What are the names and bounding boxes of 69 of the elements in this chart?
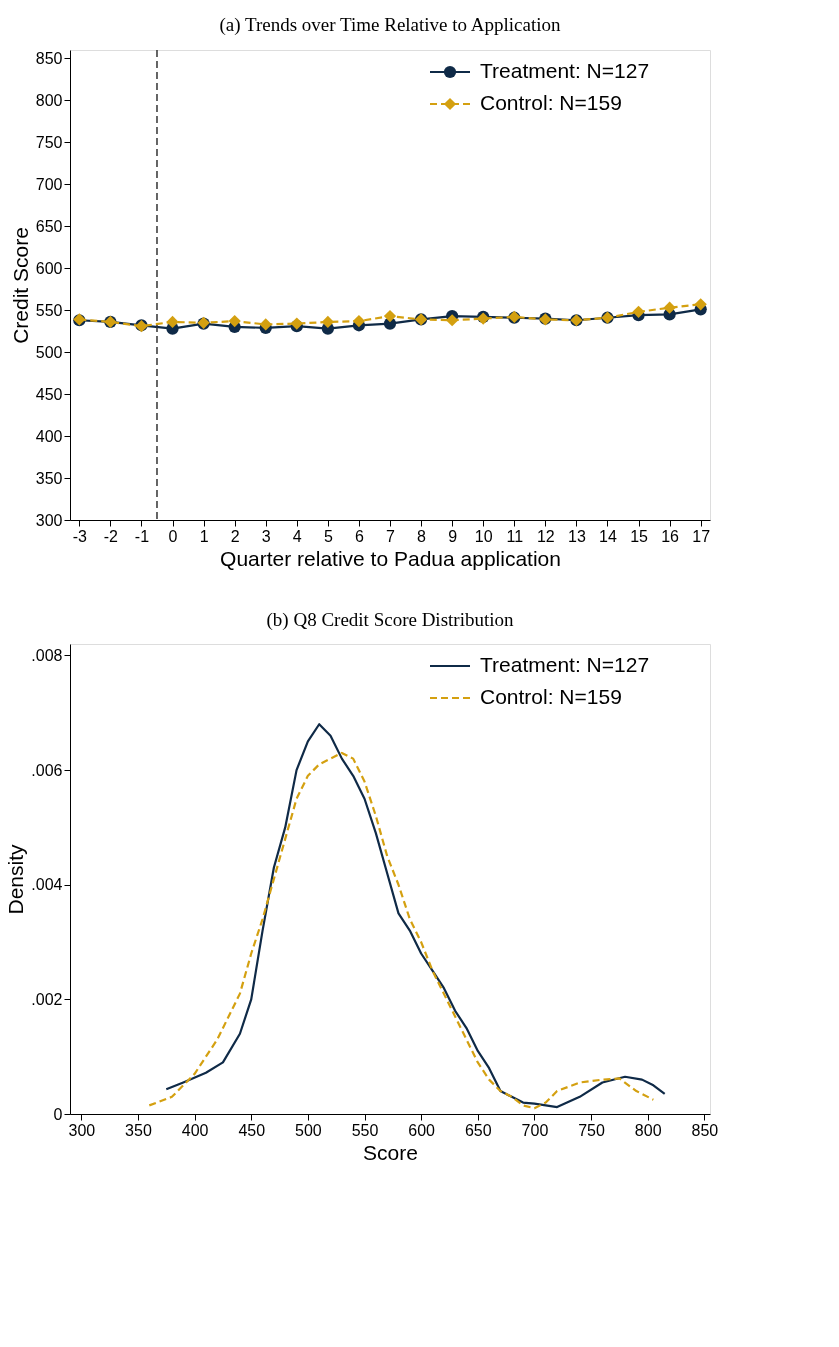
y-axis-title: Density <box>4 843 28 915</box>
x-tick-label: 16 <box>661 527 680 545</box>
y-tick-label: 300 <box>35 511 63 529</box>
x-tick-label: 10 <box>474 527 493 545</box>
x-axis-title: Score <box>363 1140 418 1164</box>
point <box>166 315 179 329</box>
x-tick-label: 800 <box>634 1121 662 1139</box>
legend-label: Treatment: N=127 <box>480 653 650 676</box>
x-tick-label: 11 <box>506 527 524 545</box>
legend-label: Control: N=159 <box>480 91 622 114</box>
point <box>352 314 366 328</box>
point <box>321 315 334 329</box>
point <box>228 314 241 328</box>
y-tick-label: 350 <box>35 469 63 487</box>
point <box>383 309 397 323</box>
x-tick-label: 15 <box>630 527 649 545</box>
x-tick-label: 500 <box>295 1121 322 1139</box>
point <box>694 298 707 311</box>
x-tick-label: 14 <box>599 527 617 545</box>
y-tick-label: 750 <box>35 133 63 151</box>
x-tick-label: 750 <box>578 1121 606 1139</box>
y-tick-label: 450 <box>35 385 63 403</box>
y-tick-label: 600 <box>35 259 63 277</box>
x-tick-label: 6 <box>354 527 364 545</box>
y-tick-label: 800 <box>35 91 63 109</box>
x-tick-label: 9 <box>448 527 458 545</box>
y-tick-label: .008 <box>31 646 63 664</box>
x-tick-label: 3 <box>261 527 271 545</box>
x-tick-label: 600 <box>408 1121 436 1139</box>
x-tick-label: 12 <box>536 527 555 545</box>
chart-title: (a) Trends over Time Relative to Application <box>219 14 561 37</box>
y-tick-label: 650 <box>35 217 63 235</box>
x-tick-label: 1 <box>199 527 209 545</box>
legend-label: Treatment: N=127 <box>480 59 650 82</box>
x-tick-label: 7 <box>386 527 396 545</box>
x-tick-label: 450 <box>238 1121 266 1139</box>
point <box>632 305 645 318</box>
x-tick-label: -1 <box>134 527 150 545</box>
y-tick-label: .002 <box>31 990 63 1008</box>
x-tick-label: 700 <box>521 1121 549 1139</box>
x-axis-title: Quarter relative to Padua application <box>220 546 561 570</box>
y-tick-label: .006 <box>31 761 63 779</box>
x-tick-label: 4 <box>292 527 302 545</box>
chart-title: (b) Q8 Credit Score Distribution <box>266 609 514 631</box>
x-tick-label: 13 <box>568 527 586 545</box>
y-axis-title: Credit Score <box>8 227 32 344</box>
x-tick-label: 17 <box>692 527 711 545</box>
y-tick-label: .004 <box>31 876 63 894</box>
y-tick-label: 500 <box>35 343 63 361</box>
y-tick-label: 700 <box>35 175 63 193</box>
x-tick-label: -3 <box>72 527 88 545</box>
y-tick-label: 850 <box>35 49 63 67</box>
point <box>446 314 459 327</box>
x-tick-label: -2 <box>103 527 119 545</box>
x-tick-label: 2 <box>230 527 240 545</box>
y-tick-label: 550 <box>35 301 63 319</box>
x-tick-label: 8 <box>417 527 427 545</box>
x-tick-label: 350 <box>125 1121 152 1139</box>
x-tick-label: 550 <box>351 1121 379 1139</box>
x-tick-label: 0 <box>168 527 178 545</box>
x-tick-label: 650 <box>464 1121 492 1139</box>
x-tick-label: 850 <box>691 1121 719 1139</box>
x-tick-label: 400 <box>181 1121 209 1139</box>
point <box>663 301 676 314</box>
x-tick-label: 5 <box>323 527 333 545</box>
y-tick-label: 0 <box>53 1105 63 1123</box>
legend-label: Control: N=159 <box>480 685 622 708</box>
x-tick-label: 300 <box>68 1121 96 1139</box>
y-tick-label: 400 <box>35 427 63 445</box>
